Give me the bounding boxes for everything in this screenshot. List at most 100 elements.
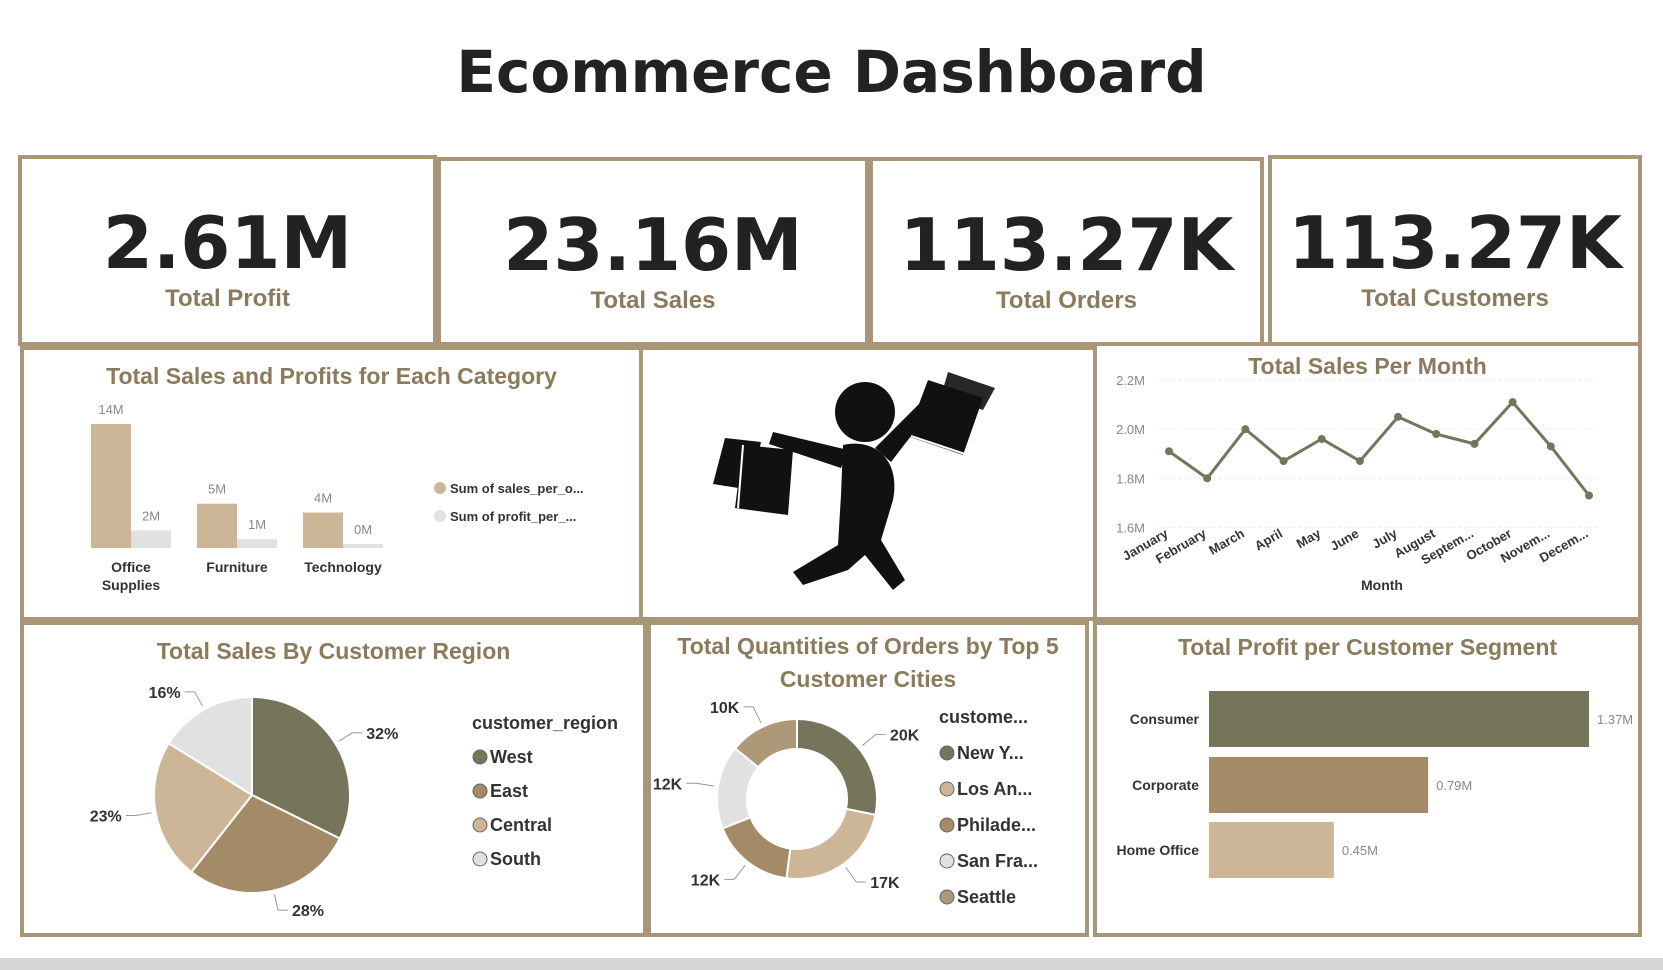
slice-label: 17K [870,875,900,892]
monthly-sales-panel: Total Sales Per Month 2.2M 2.0M 1.8M 1.6M Ja… [1093,342,1642,621]
kpi-card-total-orders: 113.27K Total Orders [869,157,1264,346]
slice-label: 12K [653,776,683,793]
region-pie-chart: 32% 28% 23% 16% customer_region West East Centr… [90,685,618,920]
slice-label: 20K [890,727,920,744]
slice-label: 10K [710,700,740,717]
slice-label: 28% [292,903,324,920]
segment-bar-panel: Total Profit per Customer Segment Consum… [1093,621,1642,937]
legend-marker [939,745,955,761]
data-point [1546,442,1555,451]
pie-slice [167,695,253,797]
cities-donut-chart: 20K 17K 12K 12K 10K custome... New Y... Los An.… [653,700,1038,907]
pie-slice [721,816,792,880]
data-label: 1.37M [1597,712,1633,727]
kpi-card-total-sales: 23.16M Total Sales [437,157,869,346]
legend-marker [472,749,488,765]
legend-label: Sum of sales_per_o... [450,481,584,496]
legend-marker [939,853,955,869]
legend-marker [434,482,446,494]
data-point [1279,457,1288,466]
data-label: 14M [98,402,123,417]
slice-label: 16% [149,685,181,702]
data-point [1585,491,1593,500]
kpi-card-total-customers: 113.27K Total Customers [1268,155,1642,346]
y-tick-label: 2.2M [1116,373,1145,388]
leader-line [724,864,746,880]
kpi-value: 2.61M [102,201,353,285]
bar-profit [237,539,277,548]
data-label: 0.79M [1436,778,1472,793]
slice-label: 23% [90,808,122,825]
pie-slice [733,717,798,769]
data-point [1203,474,1212,483]
slice-label: 32% [366,726,398,743]
kpi-label: Total Customers [1361,285,1549,312]
bar-sales [303,512,343,548]
legend-label: New Y... [957,743,1024,763]
kpi-label: Total Profit [165,285,290,312]
y-tick-label: 1.6M [1116,520,1145,535]
x-tick-label: April [1252,526,1285,554]
segment-bar [1209,822,1334,878]
leader-line [184,691,203,707]
leader-line [686,782,715,787]
data-point [1355,457,1364,466]
bar-sales [91,424,131,548]
chart-title-line-1: Total Quantities of Orders by Top 5 [677,633,1059,659]
shopper-with-bags-icon [713,372,995,590]
leader-line [338,732,363,742]
legend-label: Central [490,815,552,835]
data-point [1394,412,1403,421]
x-axis-title: Month [1361,577,1403,593]
legend-marker [472,783,488,799]
kpi-label: Total Orders [996,287,1137,314]
pie-slice [251,695,351,840]
chart-title: Total Quantities of Orders by Top 5 Cust… [651,630,1085,696]
data-label: 0M [354,522,372,537]
legend-marker [939,781,955,797]
bottom-scrollbar[interactable] [0,958,1663,970]
legend-title: customer_region [472,713,618,733]
category-bar-chart: 14M 2M Office Supplies 5M 1M Furniture 4M 0M Tech… [91,402,584,593]
kpi-label: Total Sales [590,287,716,314]
data-point [1470,439,1479,448]
category-label: Supplies [102,577,161,593]
region-pie-panel: Total Sales By Customer Region 32% 28% 23%… [20,621,647,937]
chart-title: Total Sales By Customer Region [156,638,511,664]
leader-line [861,733,886,747]
y-tick-label: 1.8M [1116,471,1145,486]
chart-title: Total Sales and Profits for Each Categor… [106,363,557,389]
legend-marker [939,889,955,905]
dashboard-title: Ecommerce Dashboard [456,38,1207,106]
legend-label: West [490,747,533,767]
bar-sales [197,503,237,548]
pie-slice [796,717,878,817]
category-label: Home Office [1117,842,1200,858]
data-label: 4M [314,491,332,506]
legend-marker [472,817,488,833]
legend-label: East [490,781,528,801]
x-tick-label: March [1206,526,1247,558]
data-label: 0.45M [1342,843,1378,858]
series-line [1168,399,1591,497]
legend-marker [434,510,446,522]
x-tick-label: June [1328,526,1362,554]
category-label: Technology [304,559,382,575]
pie-slice [153,741,254,874]
legend-title: custome... [939,707,1028,727]
pie-slice [190,793,342,894]
segment-bar-chart: Consumer 1.37M Corporate 0.79M Home Office 0.… [1117,691,1633,878]
pie-slice [785,807,877,880]
x-tick-label: May [1294,525,1324,551]
chart-title: Total Profit per Customer Segment [1177,634,1558,660]
category-chart-panel: Total Sales and Profits for Each Categor… [20,346,643,621]
data-point [1317,434,1326,443]
data-label: 5M [208,482,226,497]
bar-profit [343,544,383,548]
kpi-value: 113.27K [899,203,1234,287]
data-point [1508,398,1517,407]
data-point [1432,430,1441,439]
legend-marker [939,817,955,833]
legend-label: Philade... [957,815,1036,835]
